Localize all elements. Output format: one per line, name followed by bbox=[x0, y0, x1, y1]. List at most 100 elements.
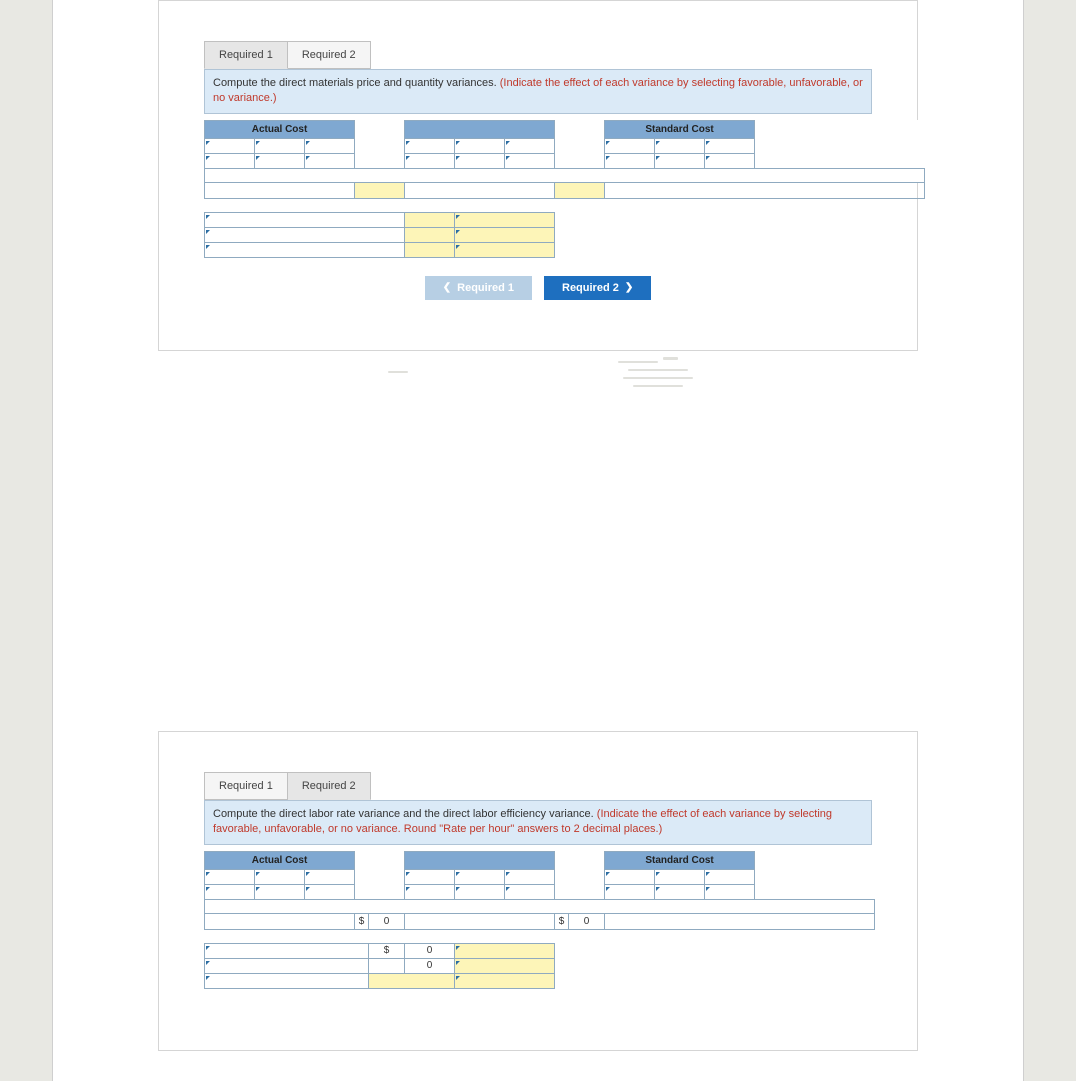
mid-r2-c2[interactable] bbox=[455, 153, 505, 168]
tab-required-1-b[interactable]: Required 1 bbox=[204, 772, 288, 799]
variance-row-3 bbox=[205, 242, 925, 257]
ac2-r2-c2[interactable] bbox=[255, 884, 305, 899]
var1b-type[interactable] bbox=[455, 943, 555, 958]
sc2-r2-c1[interactable] bbox=[605, 884, 655, 899]
total-left bbox=[355, 182, 405, 198]
var1b-sym: $ bbox=[369, 943, 405, 958]
ac-r2-c2[interactable] bbox=[255, 153, 305, 168]
sc2-r2-c3[interactable] bbox=[705, 884, 755, 899]
var2-label[interactable] bbox=[205, 227, 405, 242]
var1-amt bbox=[405, 212, 455, 227]
var2-type[interactable] bbox=[455, 227, 555, 242]
variance-row-1 bbox=[205, 212, 925, 227]
sc2-r2-c2[interactable] bbox=[655, 884, 705, 899]
mid-r2-c1[interactable] bbox=[405, 153, 455, 168]
var3-amt bbox=[405, 242, 455, 257]
actual-cost-header: Actual Cost bbox=[205, 120, 355, 138]
var3b-type[interactable] bbox=[455, 973, 555, 988]
mid2-r1-c2[interactable] bbox=[455, 869, 505, 884]
worksheet-1: Actual Cost Standard Cost bbox=[204, 120, 925, 258]
data-row-1 bbox=[205, 138, 925, 153]
sc-r1-c3[interactable] bbox=[705, 138, 755, 153]
spacer-row bbox=[205, 168, 925, 182]
mid2-r2-c2[interactable] bbox=[455, 884, 505, 899]
tabs-2: Required 1 Required 2 bbox=[204, 772, 371, 800]
worksheet-2: Actual Cost Standard Cost bbox=[204, 851, 875, 989]
ac-r1-c3[interactable] bbox=[305, 138, 355, 153]
var3b-amt bbox=[369, 973, 455, 988]
mid-r1-c3[interactable] bbox=[505, 138, 555, 153]
var1b-label[interactable] bbox=[205, 943, 369, 958]
card-required-1: Required 1 Required 2 Compute the direct… bbox=[158, 0, 918, 351]
spacer-row-2 bbox=[205, 899, 875, 913]
variance-row-3b bbox=[205, 973, 875, 988]
instruction-bar-2: Compute the direct labor rate variance a… bbox=[204, 800, 872, 845]
ac2-r2-c3[interactable] bbox=[305, 884, 355, 899]
var2b-sym bbox=[369, 958, 405, 973]
total-right-sym: $ bbox=[555, 913, 569, 929]
ac2-r1-c3[interactable] bbox=[305, 869, 355, 884]
header-row-2: Actual Cost Standard Cost bbox=[205, 851, 875, 869]
ac-r2-c3[interactable] bbox=[305, 153, 355, 168]
ac-r1-c2[interactable] bbox=[255, 138, 305, 153]
tab-required-1[interactable]: Required 1 bbox=[204, 41, 288, 69]
sc2-r1-c1[interactable] bbox=[605, 869, 655, 884]
ac2-r1-c1[interactable] bbox=[205, 869, 255, 884]
inner-border: Required 1 Required 2 Compute the direct… bbox=[52, 0, 1024, 1081]
sc-r1-c1[interactable] bbox=[605, 138, 655, 153]
tabs-1: Required 1 Required 2 bbox=[204, 41, 371, 69]
data-row-2 bbox=[205, 153, 925, 168]
mid-r1-c2[interactable] bbox=[455, 138, 505, 153]
next-button[interactable]: Required 2 ❯ bbox=[544, 276, 651, 300]
mid2-r2-c1[interactable] bbox=[405, 884, 455, 899]
var1-type[interactable] bbox=[455, 212, 555, 227]
prev-button[interactable]: ❮ Required 1 bbox=[425, 276, 532, 300]
instruction-text: Compute the direct materials price and q… bbox=[213, 77, 500, 89]
mid2-r1-c1[interactable] bbox=[405, 869, 455, 884]
sc2-r1-c3[interactable] bbox=[705, 869, 755, 884]
total-right-val: 0 bbox=[569, 913, 605, 929]
var2b-type[interactable] bbox=[455, 958, 555, 973]
data-row-1b bbox=[205, 869, 875, 884]
actual-cost-header-2: Actual Cost bbox=[205, 851, 355, 869]
sc-r2-c3[interactable] bbox=[705, 153, 755, 168]
mid2-r1-c3[interactable] bbox=[505, 869, 555, 884]
variance-row-2b: 0 bbox=[205, 958, 875, 973]
total-left-sym: $ bbox=[355, 913, 369, 929]
data-row-2b bbox=[205, 884, 875, 899]
mid-header-2 bbox=[405, 851, 555, 869]
sc-r1-c2[interactable] bbox=[655, 138, 705, 153]
instruction-text-2: Compute the direct labor rate variance a… bbox=[213, 808, 597, 820]
ac-r1-c1[interactable] bbox=[205, 138, 255, 153]
ac2-r1-c2[interactable] bbox=[255, 869, 305, 884]
var2b-label[interactable] bbox=[205, 958, 369, 973]
instruction-bar-1: Compute the direct materials price and q… bbox=[204, 69, 872, 114]
var2-amt bbox=[405, 227, 455, 242]
standard-cost-header: Standard Cost bbox=[605, 120, 755, 138]
total-left-val: 0 bbox=[369, 913, 405, 929]
tab-required-2[interactable]: Required 2 bbox=[288, 41, 371, 68]
sc2-r1-c2[interactable] bbox=[655, 869, 705, 884]
ac-r2-c1[interactable] bbox=[205, 153, 255, 168]
variance-row-2 bbox=[205, 227, 925, 242]
var1-label[interactable] bbox=[205, 212, 405, 227]
var3-label[interactable] bbox=[205, 242, 405, 257]
variance-row-1b: $ 0 bbox=[205, 943, 875, 958]
total-row-2: $ 0 $ 0 bbox=[205, 913, 875, 929]
sc-r2-c2[interactable] bbox=[655, 153, 705, 168]
sc-r2-c1[interactable] bbox=[605, 153, 655, 168]
mid-header bbox=[405, 120, 555, 138]
var3b-label[interactable] bbox=[205, 973, 369, 988]
standard-cost-header-2: Standard Cost bbox=[605, 851, 755, 869]
mid2-r2-c3[interactable] bbox=[505, 884, 555, 899]
mid-r2-c3[interactable] bbox=[505, 153, 555, 168]
nav-buttons-1: ❮ Required 1 Required 2 ❯ bbox=[204, 276, 872, 300]
header-row: Actual Cost Standard Cost bbox=[205, 120, 925, 138]
ac2-r2-c1[interactable] bbox=[205, 884, 255, 899]
var3-type[interactable] bbox=[455, 242, 555, 257]
tab-required-2-b[interactable]: Required 2 bbox=[288, 772, 371, 800]
var2b-val: 0 bbox=[405, 958, 455, 973]
smudge-artifact bbox=[158, 361, 918, 411]
mid-r1-c1[interactable] bbox=[405, 138, 455, 153]
next-label: Required 2 bbox=[562, 282, 619, 294]
